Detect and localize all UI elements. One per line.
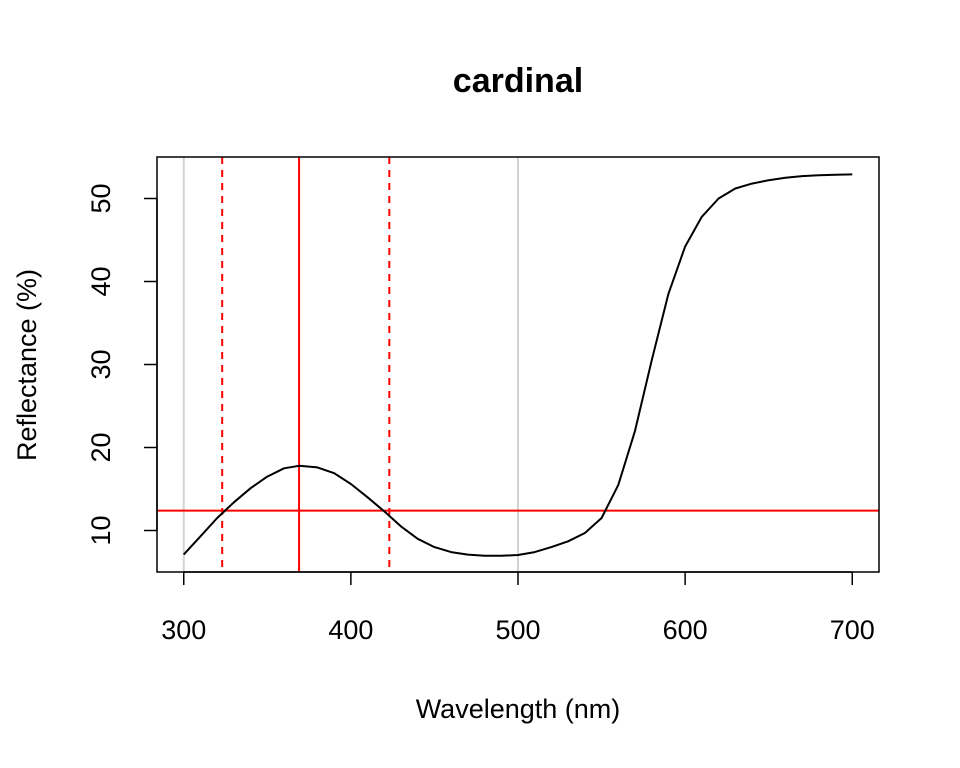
x-tick-label-500: 500: [495, 615, 540, 645]
y-tick-label-10: 10: [86, 515, 116, 545]
series-layer: [182, 173, 853, 557]
spectrum-line-1: [182, 173, 853, 557]
y-axis: 10 20 30 40 50: [86, 183, 158, 546]
grid-lines: [182, 157, 519, 572]
x-tick-label-300: 300: [161, 615, 206, 645]
x-tick-label-700: 700: [830, 615, 875, 645]
x-tick-label-400: 400: [328, 615, 373, 645]
x-axis: 300 400 500 600 700: [161, 571, 875, 645]
y-tick-label-50: 50: [86, 183, 116, 213]
peak-marker-lines: [157, 157, 879, 572]
y-axis-label: Reflectance (%): [12, 269, 42, 461]
chart-title: cardinal: [453, 62, 583, 100]
y-tick-label-40: 40: [86, 266, 116, 296]
y-tick-label-20: 20: [86, 432, 116, 462]
x-tick-label-600: 600: [663, 615, 708, 645]
y-tick-label-30: 30: [86, 349, 116, 379]
x-axis-label: Wavelength (nm): [416, 694, 621, 724]
